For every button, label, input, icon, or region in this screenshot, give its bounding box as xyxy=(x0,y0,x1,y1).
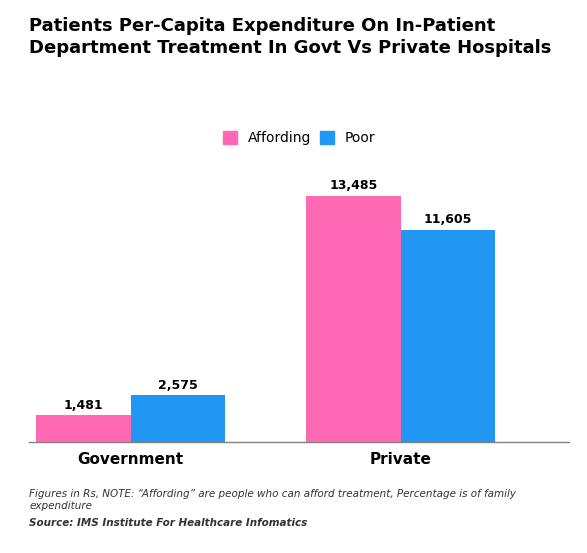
Bar xyxy=(36,415,130,442)
Text: 121%: 121% xyxy=(335,427,372,440)
Text: 54%: 54% xyxy=(164,427,192,440)
Text: 11,605: 11,605 xyxy=(424,213,472,226)
Legend: Affording, Poor: Affording, Poor xyxy=(218,126,381,150)
Text: Patients Per-Capita Expenditure On In-Patient
Department Treatment In Govt Vs Pr: Patients Per-Capita Expenditure On In-Pa… xyxy=(29,17,552,57)
Bar xyxy=(306,196,401,442)
Text: 217%: 217% xyxy=(430,427,466,440)
Bar xyxy=(131,395,225,442)
Text: 2,575: 2,575 xyxy=(158,379,198,392)
Text: 13,485: 13,485 xyxy=(329,179,377,192)
Text: Source: IMS Institute For Healthcare Infomatics: Source: IMS Institute For Healthcare Inf… xyxy=(29,518,308,528)
Text: 1,481: 1,481 xyxy=(63,399,103,411)
Bar xyxy=(401,230,495,442)
Text: Figures in Rs, NOTE: “Affording” are people who can afford treatment, Percentage: Figures in Rs, NOTE: “Affording” are peo… xyxy=(29,489,517,511)
Text: 16%: 16% xyxy=(69,427,97,440)
